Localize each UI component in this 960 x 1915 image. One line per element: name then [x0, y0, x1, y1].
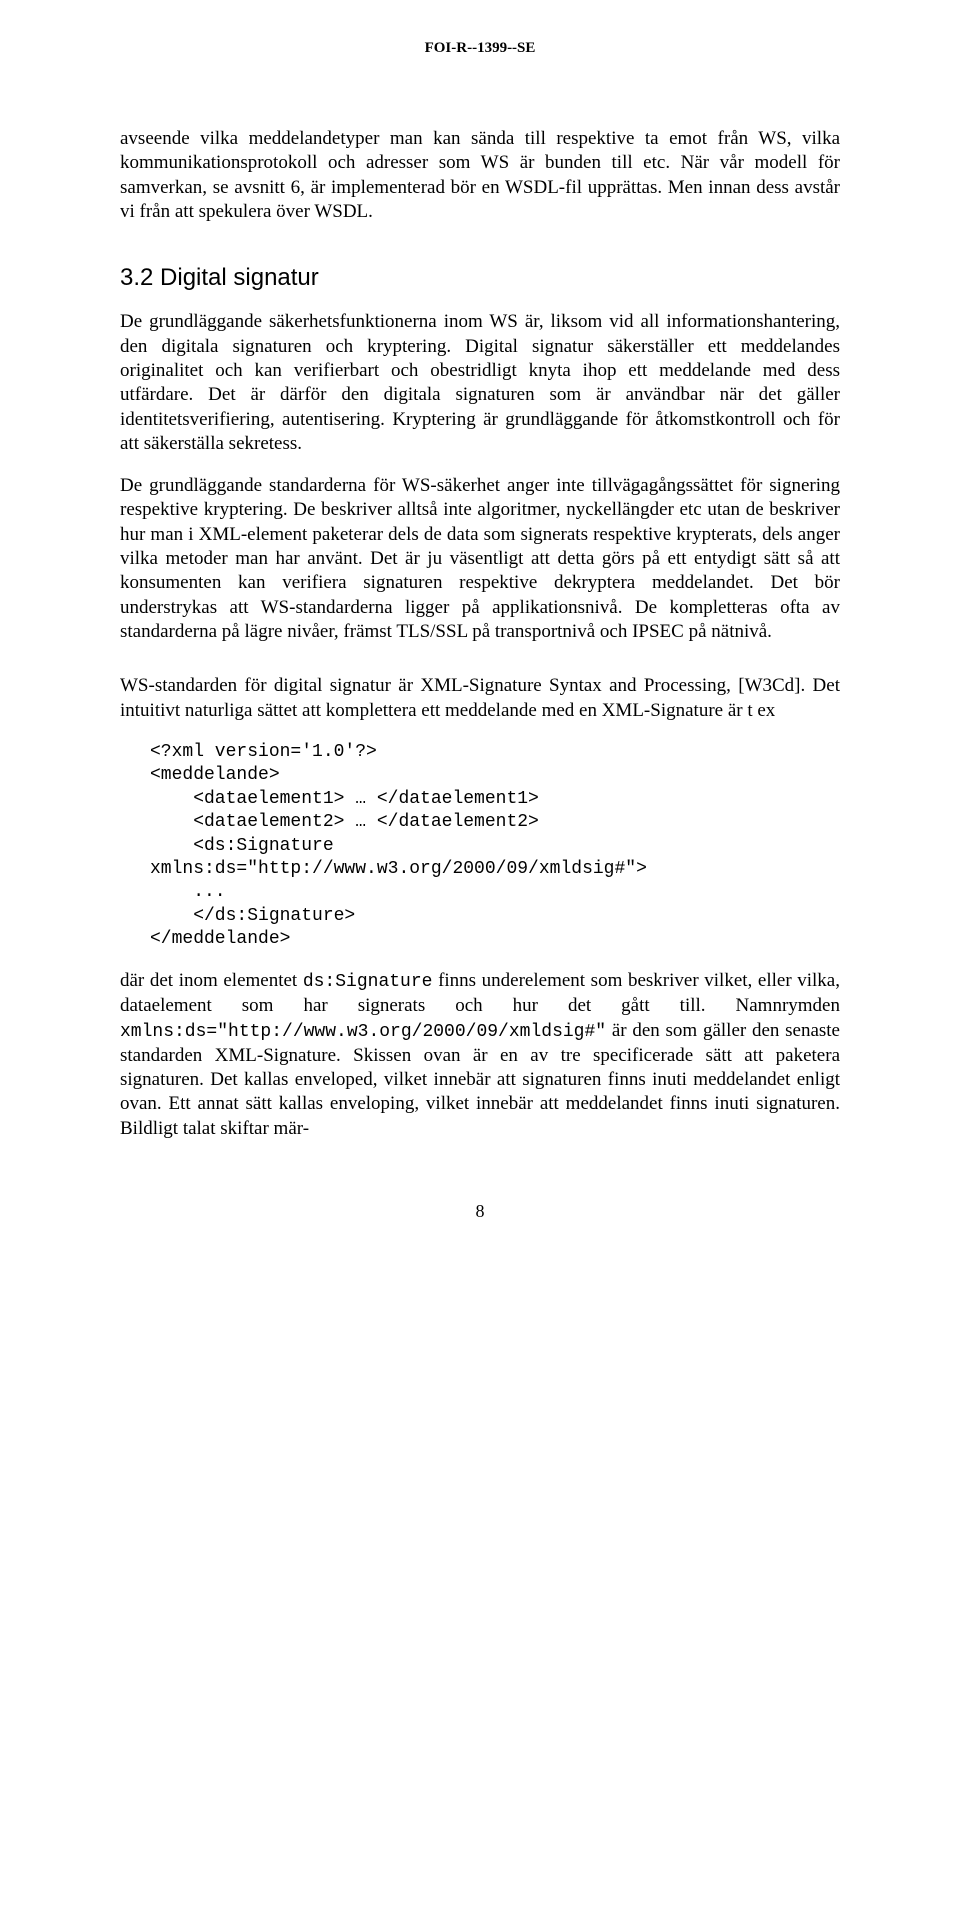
xml-code-example: <?xml version='1.0'?> <meddelande> <data…	[150, 741, 840, 952]
paragraph-5: där det inom elementet ds:Signature finn…	[120, 969, 840, 1141]
paragraph-3: De grundläggande standarderna för WS-säk…	[120, 474, 840, 644]
paragraph-2: De grundläggande säkerhetsfunktionerna i…	[120, 310, 840, 456]
p5-text-pre: där det inom elementet	[120, 970, 303, 991]
section-heading-digital-signatur: 3.2 Digital signatur	[120, 264, 840, 292]
document-page: FOI-R--1399--SE avseende vilka meddeland…	[0, 0, 960, 1272]
paragraph-intro: avseende vilka meddelandetyper man kan s…	[120, 127, 840, 224]
inline-code-xmlns: xmlns:ds="http://www.w3.org/2000/09/xmld…	[120, 1022, 606, 1042]
document-header-id: FOI-R--1399--SE	[120, 40, 840, 57]
inline-code-ds-signature: ds:Signature	[303, 972, 433, 992]
page-number: 8	[120, 1201, 840, 1222]
paragraph-4: WS-standarden för digital signatur är XM…	[120, 674, 840, 723]
